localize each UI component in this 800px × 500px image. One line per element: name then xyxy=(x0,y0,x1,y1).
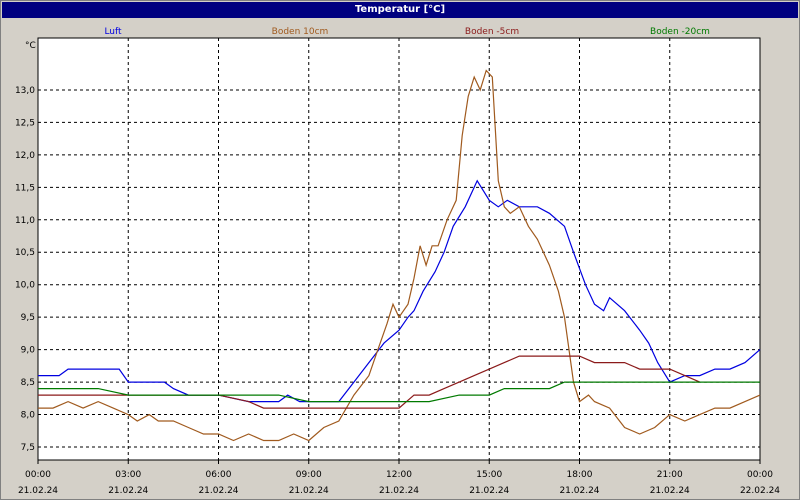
x-tick-date: 21.02.24 xyxy=(469,486,509,496)
x-tick-date: 21.02.24 xyxy=(650,486,690,496)
x-tick-date: 21.02.24 xyxy=(559,486,599,496)
x-tick-date: 22.02.24 xyxy=(740,486,780,496)
x-tick-date: 21.02.24 xyxy=(289,486,329,496)
series-lines xyxy=(38,69,761,442)
y-tick-label: 11,5 xyxy=(15,183,35,193)
x-tick-date: 21.02.24 xyxy=(198,486,238,496)
x-tick-date: 21.02.24 xyxy=(18,486,58,496)
series-line xyxy=(38,69,761,442)
y-tick-label: 11,0 xyxy=(15,216,35,226)
y-axis-unit: °C xyxy=(25,41,36,51)
legend-entry: Boden -20cm xyxy=(650,27,710,37)
y-axis: 7,5 8,0 8,5 9,0 9,5 10,0 10,5 11,0 11,5 12,0 12,5 1… xyxy=(15,86,35,453)
x-axis: 00:00 21.02.24 03:00 21.02.24 06:00 21.02.24 0… xyxy=(18,460,780,496)
y-tick-label: 9,0 xyxy=(21,346,36,356)
y-tick-label: 9,5 xyxy=(21,313,35,323)
window-title: Temperatur [°C] xyxy=(2,2,798,18)
x-tick-time: 00:00 xyxy=(747,470,773,480)
y-tick-label: 10,5 xyxy=(15,248,35,258)
x-tick-time: 18:00 xyxy=(567,470,593,480)
x-tick-time: 12:00 xyxy=(386,470,412,480)
y-tick-label: 8,5 xyxy=(21,378,35,388)
y-tick-label: 7,5 xyxy=(21,443,35,453)
y-tick-label: 12,0 xyxy=(15,151,35,161)
x-tick-time: 03:00 xyxy=(115,470,141,480)
x-tick-time: 15:00 xyxy=(476,470,502,480)
x-tick-date: 21.02.24 xyxy=(379,486,419,496)
y-tick-label: 13,0 xyxy=(15,86,35,96)
x-tick-time: 09:00 xyxy=(296,470,322,480)
legend-entry: Boden 10cm xyxy=(272,27,329,37)
x-tick-date: 21.02.24 xyxy=(108,486,148,496)
legend: Luft Boden 10cm Boden -5cm Boden -20cm xyxy=(104,27,710,37)
legend-entry: Luft xyxy=(104,27,122,37)
series-line xyxy=(38,381,760,403)
legend-entry: Boden -5cm xyxy=(465,27,519,37)
y-tick-label: 8,0 xyxy=(21,411,36,421)
x-tick-time: 21:00 xyxy=(657,470,683,480)
x-tick-time: 06:00 xyxy=(206,470,232,480)
x-tick-time: 00:00 xyxy=(25,470,51,480)
y-tick-label: 12,5 xyxy=(15,118,35,128)
y-tick-label: 10,0 xyxy=(15,281,35,291)
